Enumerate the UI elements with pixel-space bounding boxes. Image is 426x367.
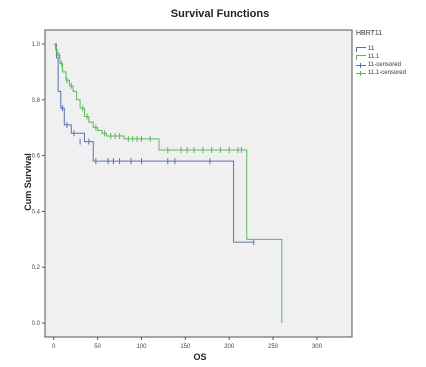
legend-item-11-censored: 11-censored <box>356 61 426 69</box>
legend-title: HBRT11 <box>356 30 383 37</box>
x-tick-label: 100 <box>136 344 147 350</box>
y-tick-label: 0.2 <box>32 265 41 271</box>
plot-area <box>44 29 353 338</box>
legend-item-11: 11 <box>356 45 426 53</box>
x-tick-label: 300 <box>312 344 323 350</box>
legend-label: 11-censored <box>368 62 401 68</box>
legend-item-11-1: 11.1 <box>356 53 426 61</box>
legend-label: 11.1 <box>368 54 380 60</box>
x-axis: 0 50 100 150 200 250 300 <box>52 337 323 350</box>
x-tick-label: 0 <box>52 344 56 350</box>
y-tick-label: 0.4 <box>32 209 41 215</box>
y-axis: 0.0 0.2 0.4 0.6 0.8 1.0 <box>32 42 45 327</box>
y-tick-label: 0.0 <box>32 321 41 327</box>
legend-line-swatch <box>356 46 366 52</box>
x-tick-label: 150 <box>180 344 191 350</box>
y-tick-label: 0.8 <box>32 98 41 104</box>
legend-label: 11 <box>368 46 375 52</box>
x-tick-label: 250 <box>268 344 279 350</box>
legend-censor-swatch <box>356 62 366 68</box>
legend-item-11-1-censored: 11.1-censored <box>356 69 426 77</box>
legend: HBRT11 11 11.1 11-censored 11.1-censored <box>356 30 426 77</box>
legend-censor-swatch <box>356 70 366 76</box>
chart-title: Survival Functions <box>170 8 270 20</box>
x-tick-label: 200 <box>224 344 235 350</box>
x-tick-label: 50 <box>94 344 101 350</box>
series-layer <box>53 43 283 324</box>
y-axis-label: Cum Survival <box>23 153 33 211</box>
series-line-11 <box>53 43 254 243</box>
y-tick-label: 1.0 <box>32 42 41 48</box>
series-line-11-1 <box>53 43 283 324</box>
legend-line-swatch <box>356 54 366 60</box>
y-tick-label: 0.6 <box>32 154 41 160</box>
legend-label: 11.1-censored <box>368 70 406 76</box>
x-axis-label: OS <box>193 352 207 362</box>
